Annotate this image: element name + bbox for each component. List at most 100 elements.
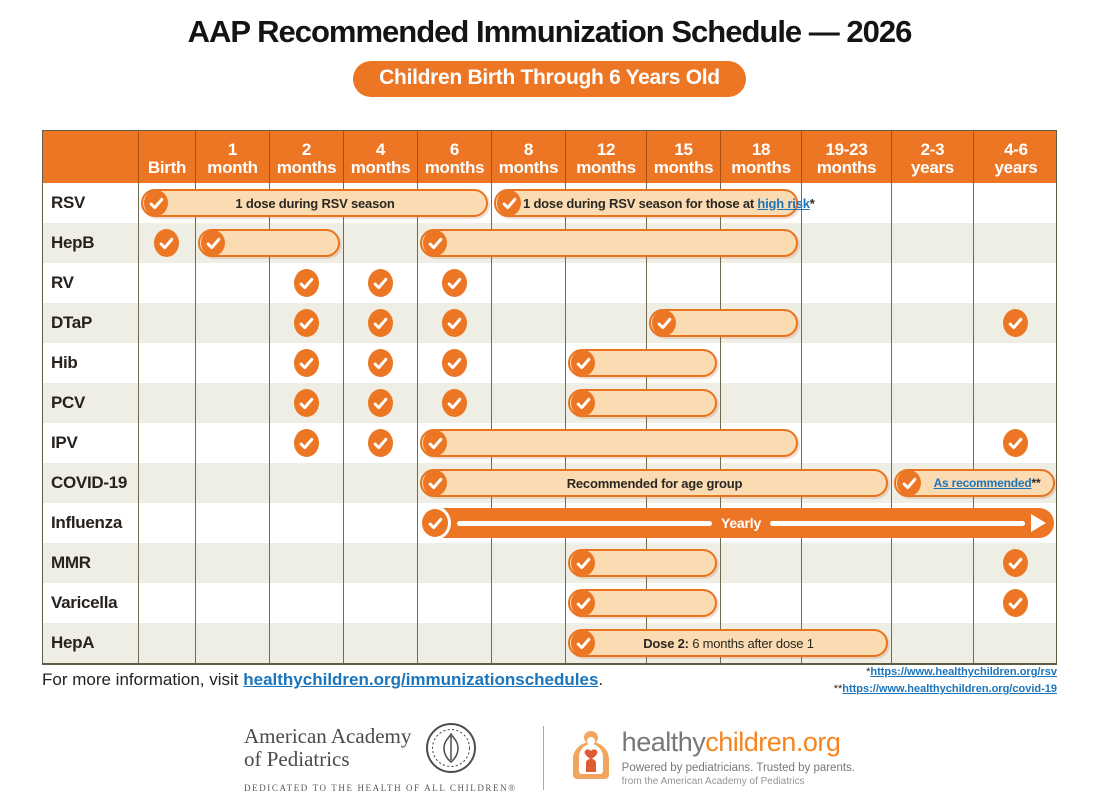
healthychildren-tagline1: Powered by pediatricians. Trusted by par…: [621, 761, 855, 774]
column-header-19-23-months: 19-23 months: [801, 131, 891, 183]
rsv-bar-8mo-to-18mo: 1 dose during RSV season for those at hi…: [494, 189, 815, 217]
check-icon: [441, 389, 467, 417]
healthychildren-logo: healthychildren.org Powered by pediatric…: [570, 726, 855, 787]
check-icon: [293, 309, 319, 337]
column-header-15-months: 15 months: [646, 131, 720, 183]
table-row-ipv: IPV: [43, 423, 1056, 463]
check-icon: [571, 550, 595, 576]
check-icon: [1003, 309, 1028, 337]
table-row-rsv: RSV 1 dose during RSV season 1 dose duri…: [43, 183, 1056, 223]
wordmark-org: .org: [795, 726, 841, 757]
footnote-asterisks: **: [1031, 476, 1041, 490]
arrow-head-icon: [1031, 514, 1046, 532]
pcv-bar-12mo-to-15mo: [568, 389, 717, 417]
varicella-bar-12mo-to-15mo: [568, 589, 717, 617]
row-label: RV: [51, 273, 74, 292]
footnote-star: *: [866, 666, 871, 678]
aap-logo-text: American Academy of Pediatrics: [244, 724, 411, 771]
column-header-4-6-years: 4-6 years: [973, 131, 1058, 183]
high-risk-link[interactable]: high risk: [757, 195, 810, 211]
healthychildren-wordmark: healthychildren.org: [621, 726, 855, 757]
column-header-12-months: 12 months: [565, 131, 646, 183]
covid-bar-6mo-to-23mo: Recommended for age group: [420, 469, 888, 497]
aap-logo: American Academy of Pediatrics DEDICATED…: [244, 722, 517, 793]
table-row-pcv: PCV: [43, 383, 1056, 423]
dtap-bar-15mo-to-18mo: [649, 309, 798, 337]
logo-footer: American Academy of Pediatrics DEDICATED…: [0, 722, 1099, 793]
hepb-bar-6mo-to-18mo: [420, 229, 798, 257]
bar-label: Recommended for age group: [566, 475, 743, 491]
check-icon: [293, 349, 319, 377]
header-blank-cell: [43, 131, 138, 183]
covid-url-link[interactable]: https://www.healthychildren.org/covid-19: [842, 683, 1057, 696]
check-icon: [154, 229, 179, 257]
row-label: Varicella: [51, 593, 118, 612]
bar-label: 1 dose during RSV season: [235, 195, 395, 211]
hepa-bar-12mo-to-23mo: Dose 2: 6 months after dose 1: [568, 629, 888, 657]
influenza-yearly-arrow-bar: Yearly: [421, 508, 1054, 538]
column-header-2-3-years: 2-3 years: [891, 131, 973, 183]
check-icon: [423, 470, 447, 496]
aap-tagline: DEDICATED TO THE HEALTH OF ALL CHILDREN®: [244, 783, 517, 793]
healthychildren-figure-icon: [572, 730, 609, 779]
wordmark-healthy: healthy: [621, 726, 706, 757]
yearly-label: Yearly: [720, 515, 762, 531]
hepb-bar-1mo-to-2mo: [198, 229, 340, 257]
check-icon: [293, 389, 319, 417]
page-title: AAP Recommended Immunization Schedule — …: [187, 14, 913, 49]
row-label: COVID-19: [51, 473, 128, 492]
row-label: PCV: [51, 393, 86, 412]
hib-bar-12mo-to-15mo: [568, 349, 717, 377]
wordmark-children: children: [705, 726, 796, 757]
check-icon: [1003, 549, 1028, 577]
footnote-star: **: [833, 683, 843, 696]
check-icon: [571, 630, 595, 656]
more-info-period: .: [598, 670, 604, 689]
check-icon: [367, 269, 393, 297]
check-icon: [571, 590, 595, 616]
aap-seal-icon: [426, 723, 477, 773]
table-row-hepb: HepB: [43, 223, 1056, 263]
check-icon: [367, 349, 393, 377]
healthychildren-tagline2: from the American Academy of Pediatrics: [621, 775, 805, 787]
check-icon: [144, 190, 168, 216]
ipv-bar-6mo-to-18mo: [420, 429, 798, 457]
row-label: Influenza: [51, 513, 122, 532]
check-icon: [422, 509, 448, 537]
footnote-covid: **https://www.healthychildren.org/covid-…: [834, 681, 1057, 698]
column-header-8-months: 8 months: [491, 131, 565, 183]
schedule-table: Birth 1 month 2 months 4 months 6 months…: [42, 130, 1057, 665]
table-row-varicella: Varicella: [43, 583, 1056, 623]
column-header-1-month: 1 month: [195, 131, 269, 183]
covid-bar-2-3y-to-4-6y: As recommended**: [894, 469, 1055, 497]
mmr-bar-12mo-to-15mo: [568, 549, 717, 577]
rsv-bar-birth-to-6mo: 1 dose during RSV season: [141, 189, 488, 217]
column-header-2-months: 2 months: [269, 131, 343, 183]
bar-label-bold: Dose 2:: [643, 635, 689, 651]
row-label: MMR: [51, 553, 91, 572]
check-icon: [441, 349, 467, 377]
row-label: Hib: [51, 353, 78, 372]
check-icon: [897, 470, 921, 496]
immunization-schedules-link[interactable]: healthychildren.org/immunizationschedule…: [243, 670, 599, 689]
aap-name-line2: of Pediatrics: [244, 747, 350, 771]
arrow-shaft: [457, 520, 712, 526]
row-label: RSV: [51, 193, 86, 212]
check-icon: [571, 390, 595, 416]
table-row-mmr: MMR: [43, 543, 1056, 583]
check-icon: [367, 309, 393, 337]
column-header-18-months: 18 months: [720, 131, 801, 183]
bar-label: 1 dose during RSV season for those at: [523, 195, 758, 211]
rsv-url-link[interactable]: https://www.healthychildren.org/rsv: [870, 666, 1057, 678]
check-icon: [497, 190, 521, 216]
bar-label: 6 months after dose 1: [688, 635, 814, 651]
check-icon: [423, 230, 447, 256]
logo-divider: [542, 725, 544, 790]
more-info-line: For more information, visit healthychild…: [42, 664, 603, 690]
row-label: DTaP: [51, 313, 92, 332]
footnote-links: *https://www.healthychildren.org/rsv **h…: [834, 664, 1057, 698]
check-icon: [293, 269, 319, 297]
as-recommended-link[interactable]: As recommended: [933, 476, 1032, 490]
footer: For more information, visit healthychild…: [42, 664, 1057, 698]
